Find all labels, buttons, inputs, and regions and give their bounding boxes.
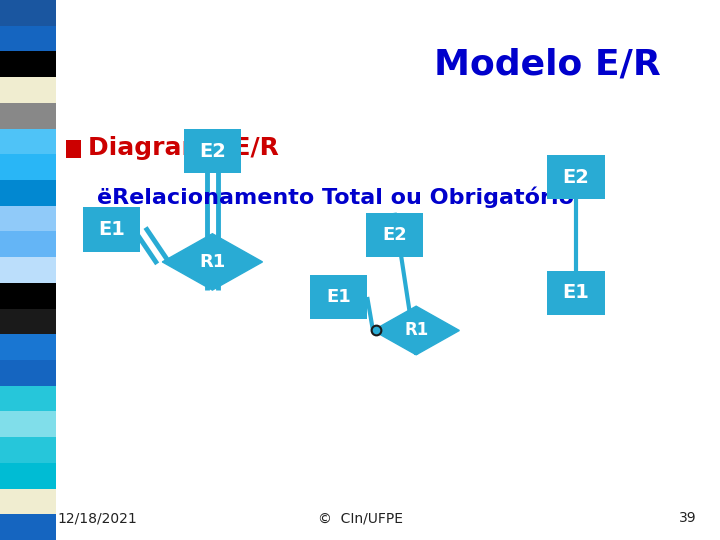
Text: E1: E1: [98, 220, 125, 239]
Bar: [0, 206, 56, 232]
FancyBboxPatch shape: [66, 140, 81, 158]
Bar: [0, 257, 56, 283]
Text: Diagrama E/R: Diagrama E/R: [88, 137, 279, 160]
Bar: [0, 411, 56, 437]
Text: E1: E1: [562, 283, 590, 302]
Polygon shape: [373, 306, 459, 355]
Bar: [0, 0, 56, 26]
Bar: [0, 437, 56, 463]
Text: E2: E2: [562, 167, 590, 187]
Text: E1: E1: [326, 288, 351, 306]
Bar: [0, 514, 56, 540]
Text: ©  CIn/UFPE: © CIn/UFPE: [318, 511, 402, 525]
Bar: [0, 51, 56, 77]
Bar: [0, 232, 56, 257]
Bar: [0, 489, 56, 514]
Bar: [0, 334, 56, 360]
Bar: [0, 26, 56, 51]
Text: E2: E2: [199, 141, 226, 161]
FancyBboxPatch shape: [310, 275, 367, 319]
Bar: [0, 129, 56, 154]
Bar: [0, 386, 56, 411]
Text: Modelo E/R: Modelo E/R: [434, 48, 660, 82]
Text: E2: E2: [382, 226, 407, 244]
FancyBboxPatch shape: [547, 271, 605, 315]
Bar: [0, 180, 56, 206]
Text: R1: R1: [199, 253, 225, 271]
Polygon shape: [162, 234, 263, 290]
Text: ëRelacionamento Total ou Obrigatório: ëRelacionamento Total ou Obrigatório: [97, 186, 575, 208]
Bar: [0, 463, 56, 489]
Bar: [0, 283, 56, 308]
FancyBboxPatch shape: [83, 207, 140, 252]
Bar: [0, 308, 56, 334]
Bar: [0, 103, 56, 129]
Text: 39: 39: [679, 511, 696, 525]
Bar: [0, 360, 56, 386]
Bar: [0, 154, 56, 180]
Text: R1: R1: [404, 321, 428, 340]
Bar: [0, 77, 56, 103]
Text: 12/18/2021: 12/18/2021: [58, 511, 137, 525]
FancyBboxPatch shape: [547, 155, 605, 199]
FancyBboxPatch shape: [366, 213, 423, 257]
FancyBboxPatch shape: [184, 129, 241, 173]
